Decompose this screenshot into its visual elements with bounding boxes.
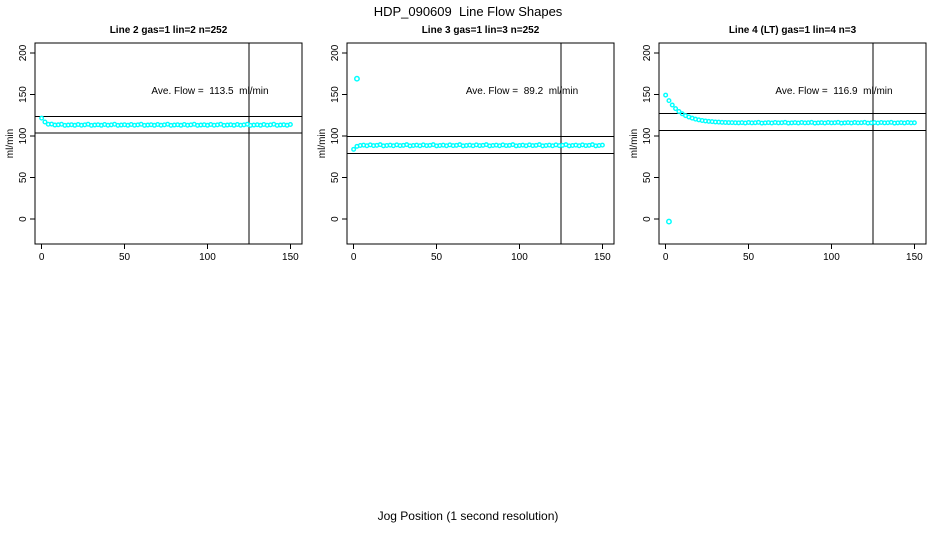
panel-title: Line 3 gas=1 lin=3 n=252 (421, 25, 540, 36)
data-point (673, 106, 679, 112)
x-axis-tick-label: 100 (199, 252, 216, 263)
data-point (599, 142, 605, 148)
x-axis-tick-label: 100 (511, 252, 528, 263)
plot-box (658, 42, 927, 245)
ave-flow-annotation: Ave. Flow = 113.5 ml/min (151, 86, 269, 97)
y-axis-tick-label: 50 (18, 172, 29, 184)
y-axis-tick-label: 0 (642, 216, 653, 222)
y-axis-tick-label: 150 (642, 86, 653, 103)
y-axis-tick-label: 50 (642, 172, 653, 184)
outlier-point (354, 75, 360, 82)
data-point (911, 120, 917, 126)
outlier-point (666, 218, 672, 225)
x-axis-tick-label: 150 (906, 252, 923, 263)
ave-flow-annotation: Ave. Flow = 89.2 ml/min (465, 86, 579, 97)
y-axis-tick-label: 200 (330, 44, 341, 61)
y-axis-tick-label: 150 (330, 86, 341, 103)
x-axis-label: Jog Position (1 second resolution) (377, 509, 559, 523)
data-point (669, 102, 675, 108)
y-axis-tick-label: 100 (330, 127, 341, 144)
chart-panel-line2: 0 50 100 150 0 50 100 150 200 ml/min Line 2 gas=1… (0, 0, 312, 270)
y-axis-tick-label: 200 (18, 44, 29, 61)
data-point (663, 92, 669, 98)
data-point (666, 98, 672, 104)
x-axis-tick-label: 100 (823, 252, 840, 263)
ave-flow-annotation: Ave. Flow = 116.9 ml/min (775, 86, 893, 97)
x-axis-tick-label: 50 (119, 252, 131, 263)
line3-plot-svg: 0 50 100 150 0 50 100 150 200 ml/min (317, 42, 615, 263)
x-axis-tick-label: 0 (39, 252, 45, 263)
y-axis-title: ml/min (5, 129, 16, 158)
plot-box (346, 42, 615, 245)
figure-title: HDP_090609 Line Flow Shapes (373, 4, 563, 19)
y-axis-tick-label: 50 (330, 172, 341, 184)
data-point (287, 121, 293, 127)
plot-box (34, 42, 303, 245)
line2-plot-svg: 0 50 100 150 0 50 100 150 200 ml/min (5, 42, 303, 263)
y-axis-tick-label: 0 (18, 216, 29, 222)
y-axis-tick-label: 0 (330, 216, 341, 222)
line4-plot-svg: 0 50 100 150 0 50 100 150 200 ml/min (629, 42, 927, 263)
data-point (39, 115, 45, 121)
data-point (351, 146, 357, 152)
y-axis-tick-label: 100 (18, 127, 29, 144)
x-axis-tick-label: 0 (351, 252, 357, 263)
y-axis-title: ml/min (317, 129, 328, 158)
x-axis-tick-label: 0 (663, 252, 669, 263)
y-axis-tick-label: 200 (642, 44, 653, 61)
x-axis-tick-label: 50 (743, 252, 755, 263)
y-axis-tick-label: 100 (642, 127, 653, 144)
panel-title: Line 2 gas=1 lin=2 n=252 (109, 25, 228, 36)
chart-panel-line3: 0 50 100 150 0 50 100 150 200 ml/min Line 3 gas=1… (312, 0, 624, 270)
x-axis-tick-label: 50 (431, 252, 443, 263)
x-axis-tick-label: 150 (282, 252, 299, 263)
y-axis-title: ml/min (629, 129, 640, 158)
chart-panel-line4: 0 50 100 150 0 50 100 150 200 ml/min Line 4 (LT) … (624, 0, 936, 270)
y-axis-tick-label: 150 (18, 86, 29, 103)
x-axis-tick-label: 150 (594, 252, 611, 263)
data-point (42, 119, 48, 125)
data-point (676, 108, 682, 114)
panel-title: Line 4 (LT) gas=1 lin=4 n=3 (728, 25, 857, 36)
